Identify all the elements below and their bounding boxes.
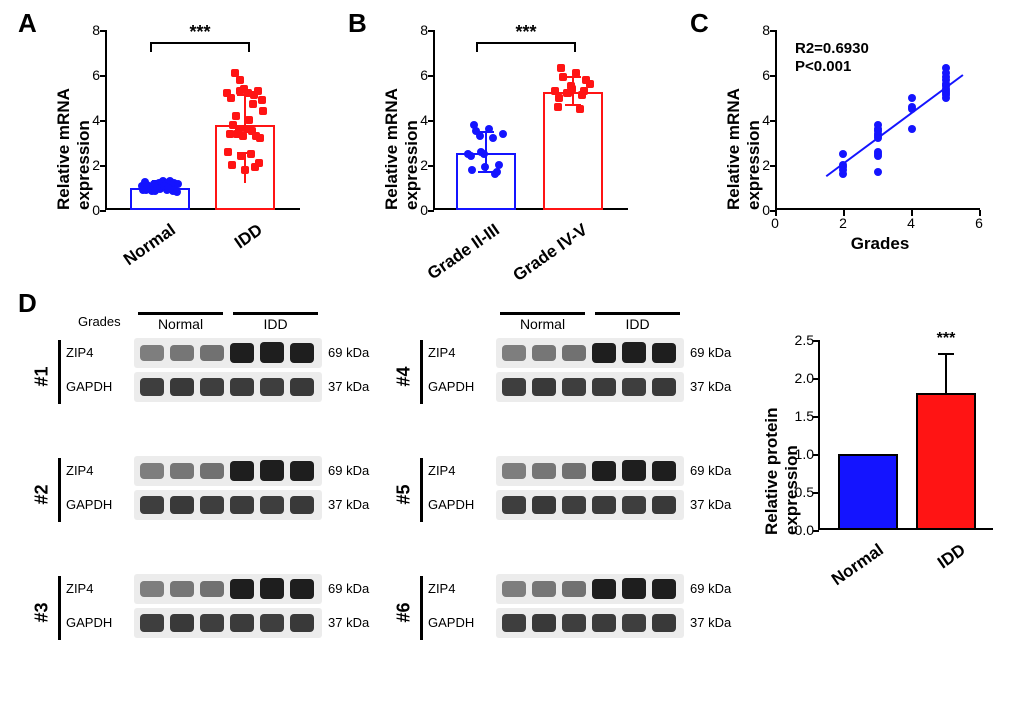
blot-strip — [496, 372, 684, 402]
data-point — [563, 89, 571, 97]
panel-a-chart: Relative mRNAexpression 0 2 4 6 8 Normal… — [50, 20, 310, 270]
sample-id: #4 — [394, 366, 415, 386]
sample-id: #1 — [32, 366, 53, 386]
dquant-sig: *** — [921, 330, 971, 348]
data-point — [567, 82, 575, 90]
grades-label: Grades — [78, 314, 121, 329]
blot-strip — [496, 574, 684, 604]
sample-id: #2 — [32, 484, 53, 504]
data-point — [259, 107, 267, 115]
group-normal-r: Normal — [500, 316, 585, 332]
panel-c-fitline — [775, 30, 980, 210]
gapdh-label: GAPDH — [66, 615, 112, 630]
gapdh-label: GAPDH — [66, 497, 112, 512]
data-point — [580, 87, 588, 95]
panel-d-label: D — [18, 288, 37, 319]
data-point — [572, 69, 580, 77]
dquant-bar-idd — [916, 393, 976, 530]
data-point — [227, 94, 235, 102]
dquant-cat-0: Normal — [794, 540, 887, 614]
panel-a-label: A — [18, 8, 37, 39]
panel-d-quant-chart: Relative proteinexpression 0.0 0.5 1.0 1… — [758, 330, 1008, 590]
blot-strip — [134, 456, 322, 486]
kda-label: 37 kDa — [690, 497, 731, 512]
panel-c-label: C — [690, 8, 709, 39]
kda-label: 37 kDa — [328, 615, 369, 630]
data-point — [255, 159, 263, 167]
kda-label: 69 kDa — [328, 581, 369, 596]
kda-label: 37 kDa — [690, 615, 731, 630]
data-point — [247, 150, 255, 158]
group-idd-r: IDD — [595, 316, 680, 332]
blot-strip — [496, 608, 684, 638]
blot-strip — [134, 608, 322, 638]
data-point — [233, 130, 241, 138]
sample-id: #6 — [394, 602, 415, 622]
data-point — [555, 94, 563, 102]
kda-label: 37 kDa — [690, 379, 731, 394]
kda-label: 37 kDa — [328, 379, 369, 394]
panel-b-points-1 — [378, 20, 638, 270]
group-idd: IDD — [233, 316, 318, 332]
gapdh-label: GAPDH — [428, 497, 474, 512]
data-point — [256, 134, 264, 142]
blot-strip — [134, 574, 322, 604]
blot-strip — [496, 490, 684, 520]
blot-strip — [496, 338, 684, 368]
data-point — [559, 73, 567, 81]
data-point — [554, 103, 562, 111]
data-point — [236, 76, 244, 84]
blot-strip — [134, 490, 322, 520]
panel-a-sig: *** — [170, 22, 230, 43]
panel-b-sig: *** — [496, 22, 556, 43]
gapdh-label: GAPDH — [428, 379, 474, 394]
panel-a-points-idd — [50, 20, 310, 270]
data-point — [244, 89, 252, 97]
kda-label: 69 kDa — [690, 581, 731, 596]
sample-id: #5 — [394, 484, 415, 504]
data-point — [576, 105, 584, 113]
gapdh-label: GAPDH — [428, 615, 474, 630]
data-point — [254, 87, 262, 95]
zip4-label: ZIP4 — [428, 581, 455, 596]
data-point — [557, 64, 565, 72]
zip4-label: ZIP4 — [428, 345, 455, 360]
sample-id: #3 — [32, 602, 53, 622]
dquant-cat-1: IDD — [901, 540, 970, 597]
data-point — [245, 116, 253, 124]
zip4-label: ZIP4 — [66, 463, 93, 478]
data-point — [226, 130, 234, 138]
zip4-label: ZIP4 — [66, 345, 93, 360]
panel-c-chart: Relative mRNAexpression 0 2 4 6 8 0 2 4 … — [720, 20, 1000, 270]
kda-label: 69 kDa — [328, 345, 369, 360]
blot-strip — [134, 372, 322, 402]
dquant-bar-normal — [838, 454, 898, 530]
gapdh-label: GAPDH — [66, 379, 112, 394]
kda-label: 69 kDa — [328, 463, 369, 478]
zip4-label: ZIP4 — [428, 463, 455, 478]
group-normal: Normal — [138, 316, 223, 332]
blot-strip — [496, 456, 684, 486]
data-point — [229, 121, 237, 129]
data-point — [241, 166, 249, 174]
zip4-label: ZIP4 — [66, 581, 93, 596]
data-point — [249, 100, 257, 108]
data-point — [228, 161, 236, 169]
kda-label: 37 kDa — [328, 497, 369, 512]
kda-label: 69 kDa — [690, 463, 731, 478]
panel-b-label: B — [348, 8, 367, 39]
data-point — [237, 152, 245, 160]
blot-strip — [134, 338, 322, 368]
data-point — [224, 148, 232, 156]
data-point — [232, 112, 240, 120]
data-point — [258, 96, 266, 104]
panel-b-chart: Relative mRNAexpression 0 2 4 6 8 Grade … — [378, 20, 638, 270]
data-point — [243, 125, 251, 133]
kda-label: 69 kDa — [690, 345, 731, 360]
